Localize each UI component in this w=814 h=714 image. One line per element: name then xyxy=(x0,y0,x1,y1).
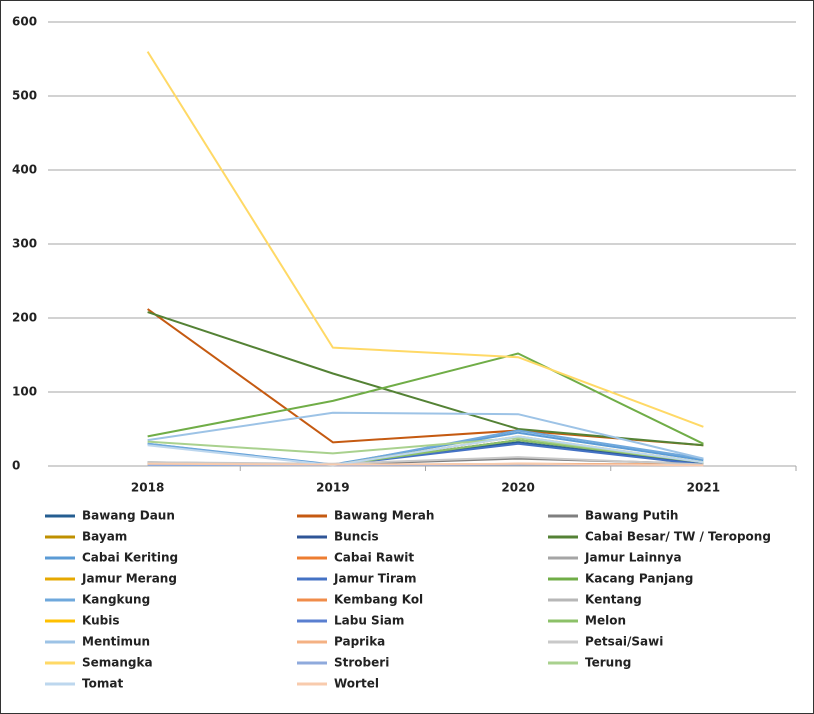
legend-label: Cabai Keriting xyxy=(82,551,178,565)
y-tick-label: 300 xyxy=(12,237,37,251)
y-tick-label: 100 xyxy=(12,385,37,399)
legend-label: Semangka xyxy=(82,656,153,670)
legend-label: Petsai/Sawi xyxy=(585,635,663,649)
legend-label: Bawang Putih xyxy=(585,509,678,523)
y-tick-label: 500 xyxy=(12,89,37,103)
y-tick-label: 600 xyxy=(12,15,37,29)
legend-label: Wortel xyxy=(334,677,379,691)
legend-label: Tomat xyxy=(82,677,123,691)
legend-label: Jamur Tiram xyxy=(333,572,417,586)
legend-label: Cabai Besar/ TW / Teropong xyxy=(585,530,771,544)
legend-label: Jamur Merang xyxy=(81,572,177,586)
series-line xyxy=(146,51,704,428)
legend-label: Kembang Kol xyxy=(334,593,423,607)
x-tick-label: 2021 xyxy=(687,481,720,495)
legend-label: Jamur Lainnya xyxy=(584,551,682,565)
series-line xyxy=(147,411,704,460)
legend-label: Kacang Panjang xyxy=(585,572,693,586)
legend-label: Terung xyxy=(585,656,631,670)
legend-label: Bayam xyxy=(82,530,127,544)
legend-label: Buncis xyxy=(334,530,379,544)
y-tick-label: 0 xyxy=(12,459,20,473)
legend-label: Paprika xyxy=(334,635,385,649)
legend-label: Kangkung xyxy=(82,593,150,607)
legend-label: Mentimun xyxy=(82,635,150,649)
legend-label: Cabai Rawit xyxy=(334,551,414,565)
legend-label: Melon xyxy=(585,614,626,628)
legend-label: Labu Siam xyxy=(334,614,404,628)
x-tick-label: 2020 xyxy=(501,481,534,495)
legend-label: Kentang xyxy=(585,593,642,607)
series-line xyxy=(147,435,704,467)
x-tick-label: 2019 xyxy=(316,481,349,495)
legend-label: Kubis xyxy=(82,614,119,628)
legend-label: Stroberi xyxy=(334,656,389,670)
legend-label: Bawang Daun xyxy=(82,509,175,523)
series-line xyxy=(147,456,704,466)
y-tick-label: 400 xyxy=(12,163,37,177)
y-tick-label: 200 xyxy=(12,311,37,325)
legend-label: Bawang Merah xyxy=(334,509,434,523)
x-tick-label: 2018 xyxy=(131,481,164,495)
series-line xyxy=(147,462,704,467)
series-line xyxy=(147,352,704,445)
